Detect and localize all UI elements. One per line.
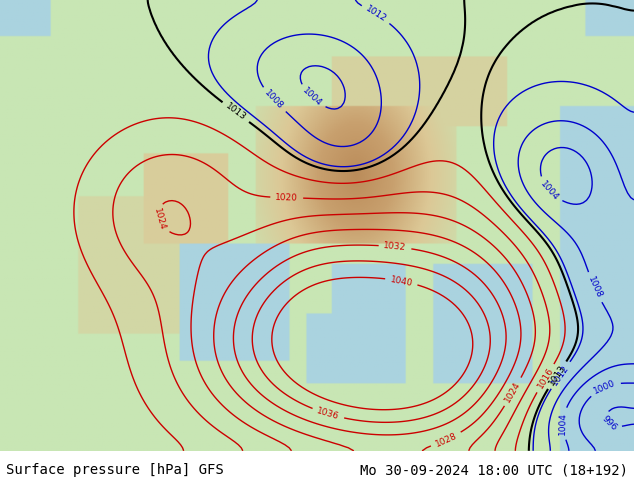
Text: 996: 996 [600, 415, 618, 433]
Text: 1024: 1024 [152, 207, 167, 231]
Text: 1004: 1004 [558, 412, 568, 435]
Text: 1024: 1024 [503, 380, 522, 404]
Text: 1020: 1020 [275, 193, 299, 202]
Text: 1008: 1008 [586, 275, 604, 300]
Text: Surface pressure [hPa] GFS: Surface pressure [hPa] GFS [6, 464, 224, 477]
Text: 1012: 1012 [550, 363, 571, 387]
Text: 1004: 1004 [301, 86, 323, 108]
Text: 1000: 1000 [593, 379, 618, 396]
Text: 1013: 1013 [224, 102, 248, 122]
Text: 1013: 1013 [547, 363, 567, 387]
Text: 1008: 1008 [263, 89, 285, 111]
Text: 1032: 1032 [383, 241, 407, 252]
Text: Mo 30-09-2024 18:00 UTC (18+192): Mo 30-09-2024 18:00 UTC (18+192) [359, 464, 628, 477]
Text: 1040: 1040 [389, 274, 413, 288]
Text: 1004: 1004 [538, 179, 560, 202]
Text: 1016: 1016 [536, 366, 555, 391]
Text: 1036: 1036 [316, 406, 340, 421]
Text: 1012: 1012 [364, 4, 388, 24]
Text: 1028: 1028 [434, 431, 458, 448]
